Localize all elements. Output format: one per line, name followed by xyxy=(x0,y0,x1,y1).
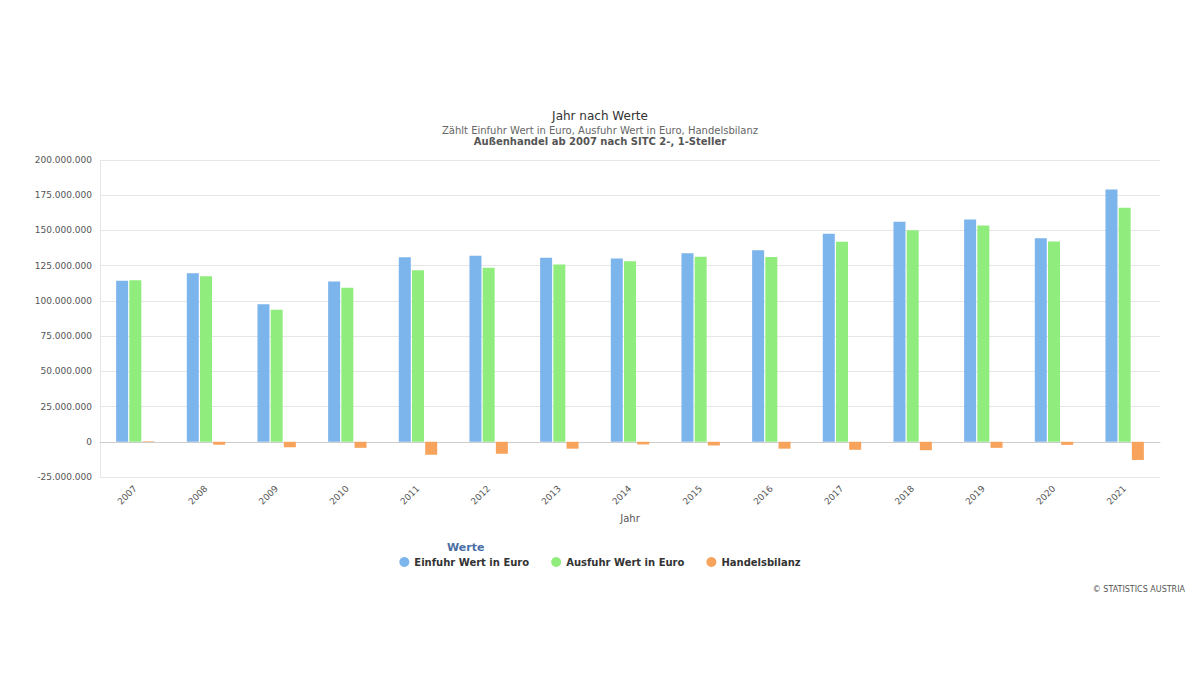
svg-text:2007: 2007 xyxy=(116,483,139,506)
svg-text:2020: 2020 xyxy=(1034,483,1057,506)
svg-text:Jahr nach Werte: Jahr nach Werte xyxy=(551,109,648,123)
svg-text:200.000.000: 200.000.000 xyxy=(35,155,93,165)
svg-text:50.000.000: 50.000.000 xyxy=(40,366,92,376)
svg-text:Zählt Einfuhr Wert in Euro, Au: Zählt Einfuhr Wert in Euro, Ausfuhr Wert… xyxy=(442,125,758,136)
svg-text:175.000.000: 175.000.000 xyxy=(35,190,93,200)
svg-text:100.000.000: 100.000.000 xyxy=(35,296,93,306)
svg-text:2011: 2011 xyxy=(398,483,421,506)
svg-text:2016: 2016 xyxy=(752,483,775,506)
svg-text:Ausfuhr Wert in Euro: Ausfuhr Wert in Euro xyxy=(566,557,684,568)
svg-text:2019: 2019 xyxy=(964,483,987,506)
svg-text:2010: 2010 xyxy=(328,483,351,506)
svg-text:2008: 2008 xyxy=(186,483,209,506)
svg-text:2015: 2015 xyxy=(681,483,704,506)
svg-text:Jahr: Jahr xyxy=(619,513,640,524)
svg-text:150.000.000: 150.000.000 xyxy=(35,225,93,235)
svg-text:-25.000.000: -25.000.000 xyxy=(37,472,92,482)
svg-text:Einfuhr Wert in Euro: Einfuhr Wert in Euro xyxy=(414,557,529,568)
svg-text:2009: 2009 xyxy=(257,483,280,506)
svg-text:2018: 2018 xyxy=(893,483,916,506)
svg-text:0: 0 xyxy=(86,437,92,447)
svg-text:Außenhandel ab 2007 nach SITC: Außenhandel ab 2007 nach SITC 2-, 1-Stel… xyxy=(474,136,726,147)
svg-text:2017: 2017 xyxy=(822,483,845,506)
svg-text:2013: 2013 xyxy=(540,483,563,506)
svg-text:2021: 2021 xyxy=(1105,483,1128,506)
svg-text:125.000.000: 125.000.000 xyxy=(35,261,93,271)
svg-text:2012: 2012 xyxy=(469,483,492,506)
svg-text:© STATISTICS AUSTRIA: © STATISTICS AUSTRIA xyxy=(1093,585,1186,594)
svg-text:Handelsbilanz: Handelsbilanz xyxy=(721,557,800,568)
svg-text:75.000.000: 75.000.000 xyxy=(40,331,92,341)
svg-text:25.000.000: 25.000.000 xyxy=(40,402,92,412)
svg-text:Werte: Werte xyxy=(447,541,484,554)
svg-text:2014: 2014 xyxy=(610,483,633,506)
